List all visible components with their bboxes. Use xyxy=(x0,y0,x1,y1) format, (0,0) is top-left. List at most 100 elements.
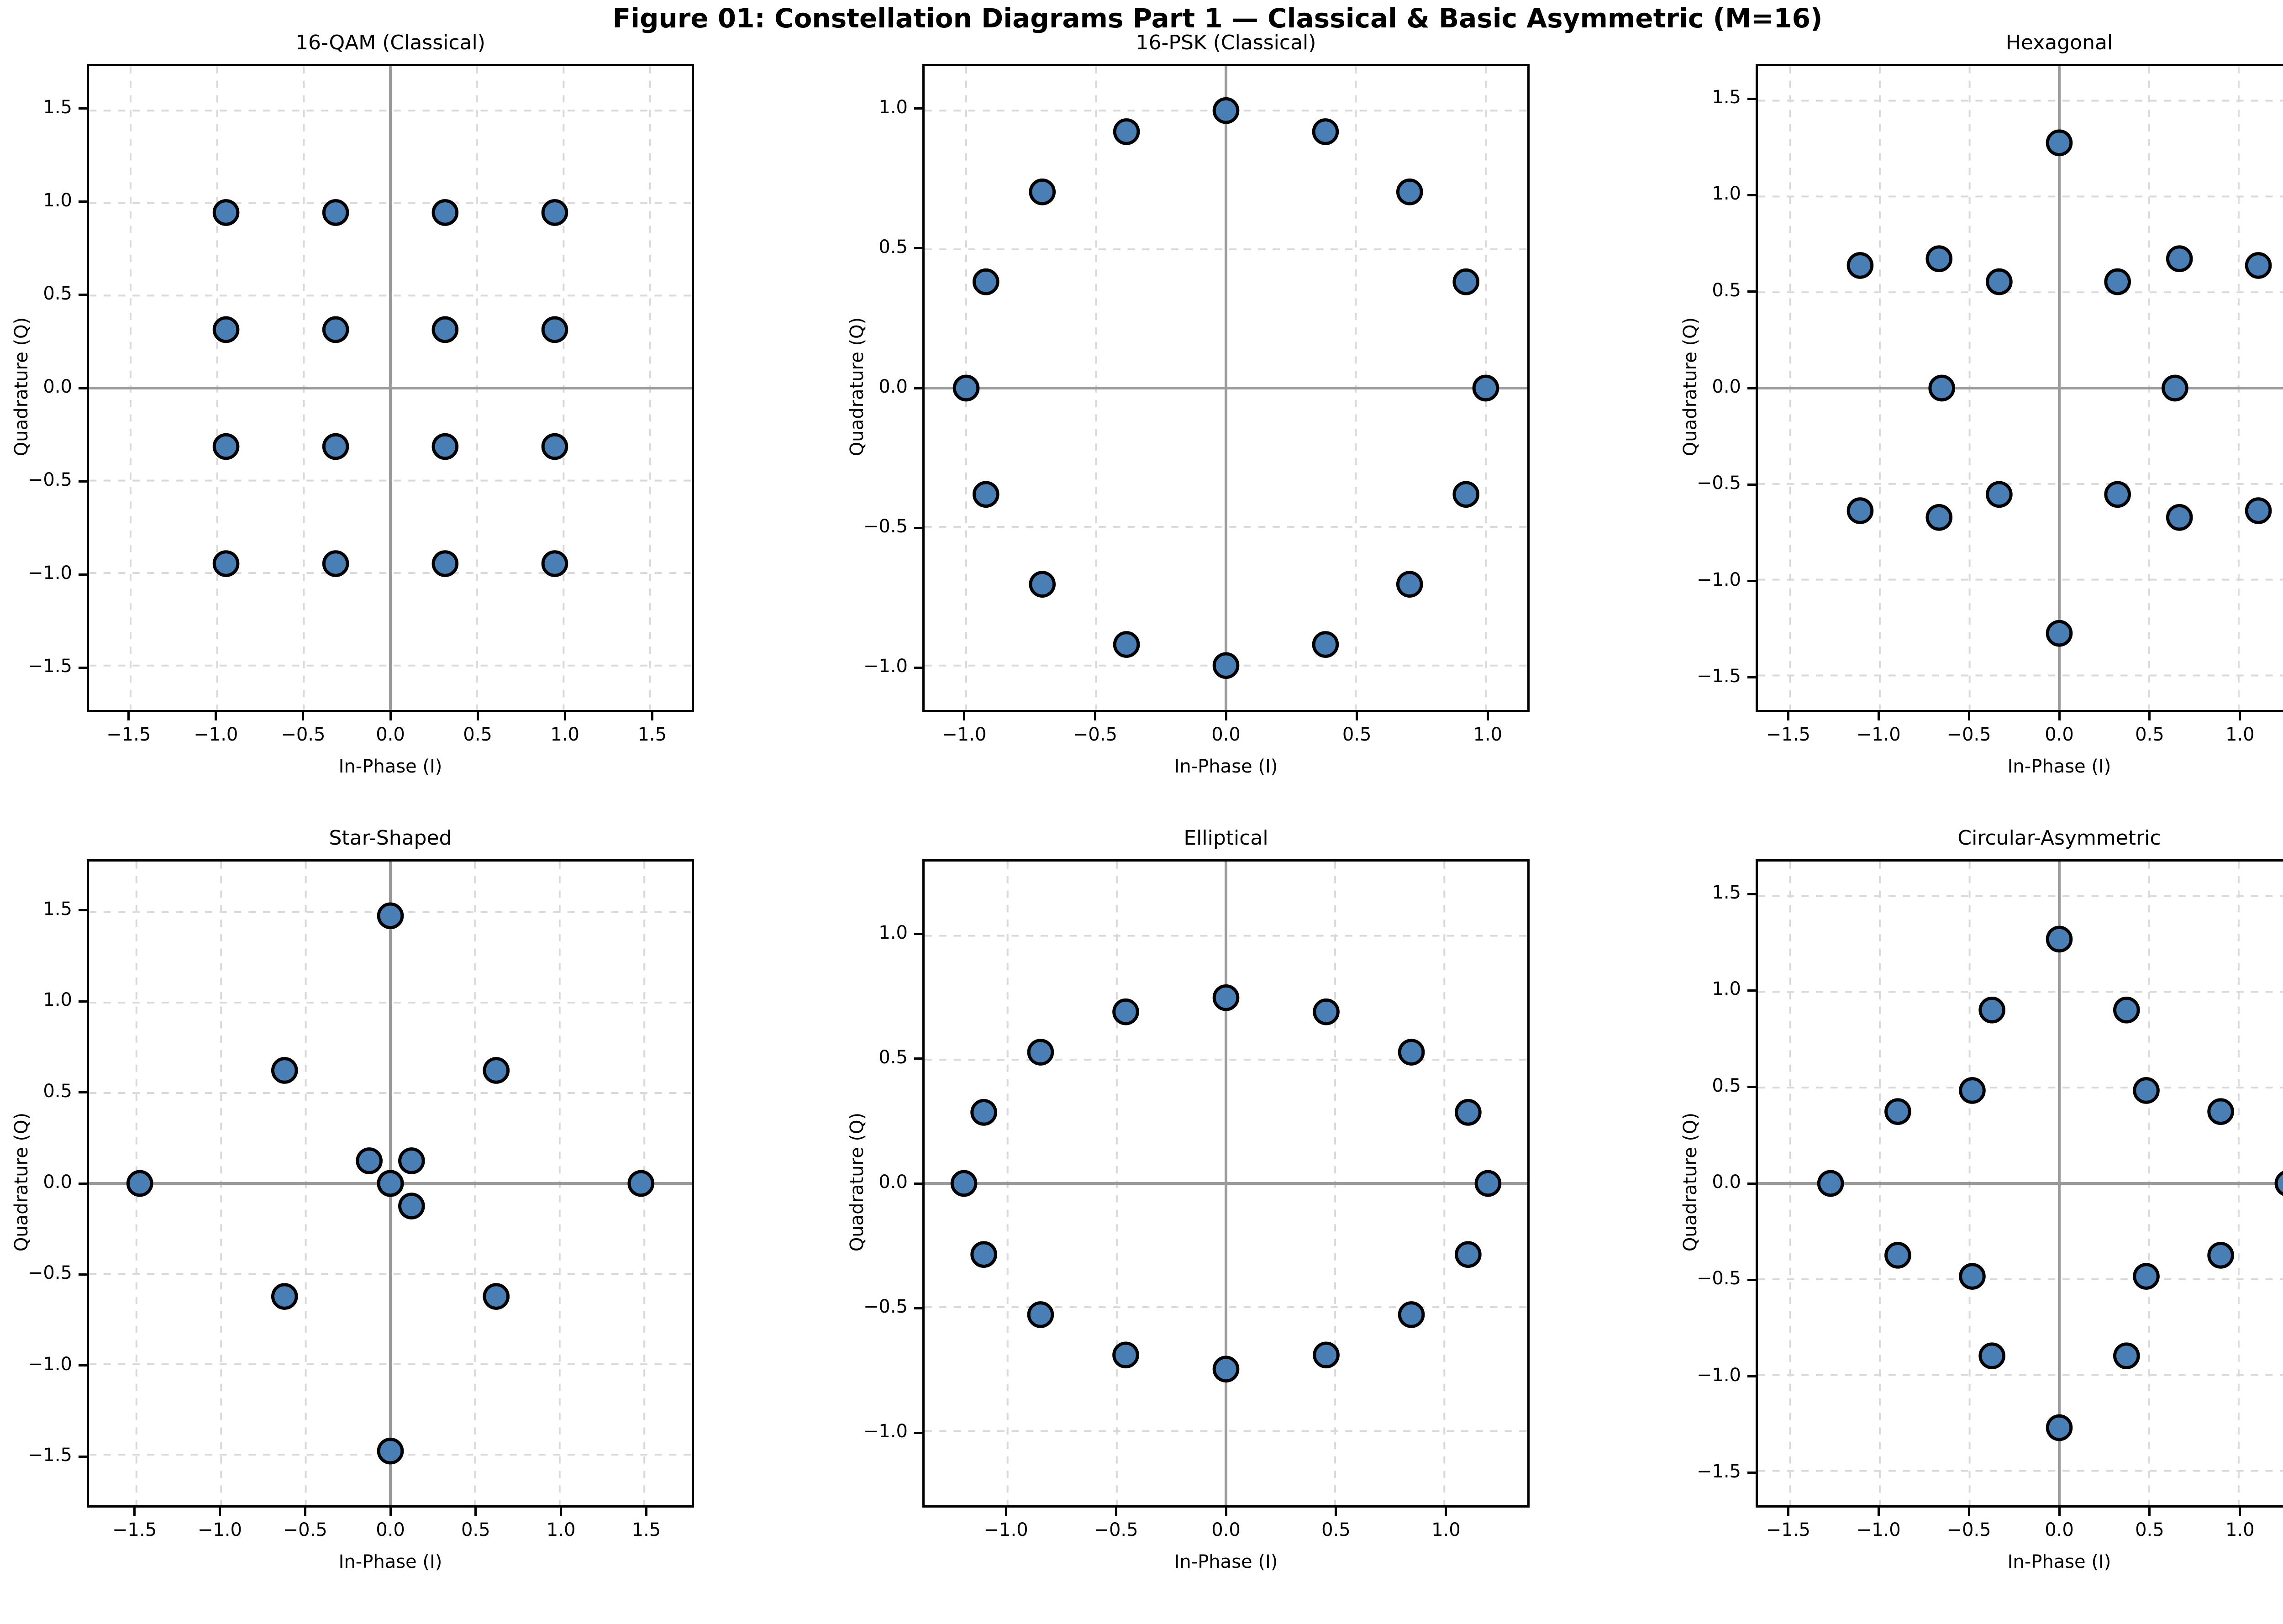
y-tick-mark xyxy=(1747,1086,1756,1088)
constellation-point xyxy=(1474,376,1498,400)
x-axis-label: In-Phase (I) xyxy=(338,756,442,777)
origin-axis-lines xyxy=(1758,862,2283,1505)
constellation-point xyxy=(433,318,457,342)
constellation-point xyxy=(379,904,402,928)
constellation-point xyxy=(1848,499,1872,523)
constellation-point xyxy=(1031,180,1054,204)
y-axis-label: Quadrature (Q) xyxy=(11,1112,32,1252)
constellation-point xyxy=(1114,1000,1138,1024)
constellation-point xyxy=(1214,654,1238,678)
constellation-point xyxy=(324,435,347,458)
y-axis-label: Quadrature (Q) xyxy=(847,1112,868,1252)
y-tick-mark xyxy=(914,387,922,389)
constellation-point xyxy=(273,1059,296,1083)
y-tick-mark xyxy=(1747,1472,1756,1474)
y-tick-mark xyxy=(79,294,87,296)
x-tick-mark xyxy=(645,1508,647,1516)
x-tick-mark xyxy=(2058,712,2061,720)
x-tick-mark xyxy=(1094,712,1096,720)
constellation-point xyxy=(2209,1244,2233,1267)
data-points xyxy=(952,986,1499,1381)
constellation-point xyxy=(2246,499,2270,523)
x-tick-mark xyxy=(2239,712,2241,720)
x-tick-mark xyxy=(651,712,653,720)
y-tick-mark xyxy=(79,387,87,389)
constellation-point xyxy=(214,201,238,225)
x-tick-mark xyxy=(1225,1508,1227,1516)
x-tick-mark xyxy=(963,712,966,720)
constellation-point xyxy=(273,1285,296,1309)
x-tick-label: 0.0 xyxy=(2045,1519,2074,1540)
constellation-point xyxy=(214,435,238,458)
x-tick-label: −0.5 xyxy=(1946,1519,1991,1540)
constellation-point xyxy=(1454,270,1478,294)
subplot-title: Elliptical xyxy=(1184,826,1268,850)
origin-axis-lines xyxy=(89,66,692,710)
x-tick-mark xyxy=(215,712,217,720)
x-tick-mark xyxy=(2148,712,2151,720)
y-tick-mark xyxy=(79,1091,87,1094)
y-tick-label: 1.0 xyxy=(43,189,72,211)
constellation-plot xyxy=(925,66,1527,710)
constellation-point xyxy=(400,1149,424,1173)
y-tick-label: −1.0 xyxy=(863,656,908,677)
constellation-point xyxy=(1457,1101,1480,1125)
y-tick-label: −1.5 xyxy=(27,1445,72,1466)
subplot-title: Star-Shaped xyxy=(329,826,452,850)
constellation-point xyxy=(1886,1100,1910,1124)
x-tick-mark xyxy=(1877,1508,1880,1516)
constellation-point xyxy=(2115,1344,2139,1368)
subplot-2: 16-PSK (Classical) −1.0 −0.5 0.0 0.5 1.0 −1.0 −… xyxy=(842,31,1555,777)
y-tick-mark xyxy=(1747,1182,1756,1185)
y-tick-mark xyxy=(914,1307,922,1309)
y-tick-mark xyxy=(79,1273,87,1276)
subplot-title: Circular-Asymmetric xyxy=(1957,826,2161,850)
x-tick-label: −1.5 xyxy=(1766,724,1810,745)
y-tick-mark xyxy=(79,1364,87,1367)
y-tick-mark xyxy=(79,200,87,203)
constellation-point xyxy=(543,552,567,576)
constellation-point xyxy=(1114,1343,1138,1367)
x-tick-label: 0.0 xyxy=(2045,724,2074,745)
x-tick-label: −1.0 xyxy=(1856,724,1901,745)
y-tick-label: 1.5 xyxy=(43,898,72,920)
constellation-point xyxy=(2047,1416,2071,1440)
y-tick-label: −0.5 xyxy=(863,516,908,537)
y-tick-label: 1.0 xyxy=(878,96,908,118)
plot-area xyxy=(87,64,694,712)
data-points xyxy=(214,201,567,576)
constellation-point xyxy=(2115,998,2139,1022)
constellation-point xyxy=(1399,1041,1423,1064)
y-tick-mark xyxy=(79,1182,87,1185)
constellation-point xyxy=(484,1059,508,1083)
constellation-point xyxy=(2047,621,2071,645)
constellation-point xyxy=(543,435,567,458)
y-tick-label: 0.0 xyxy=(1712,1172,1741,1193)
data-points xyxy=(128,904,652,1463)
constellation-point xyxy=(2276,1172,2283,1195)
x-tick-mark xyxy=(1967,712,1970,720)
constellation-point xyxy=(1214,986,1238,1009)
constellation-point xyxy=(2209,1100,2233,1124)
y-tick-mark xyxy=(1747,989,1756,992)
y-tick-mark xyxy=(1747,1375,1756,1378)
constellation-point xyxy=(2167,505,2191,529)
constellation-point xyxy=(1848,254,1872,278)
x-tick-label: 1.0 xyxy=(1431,1519,1461,1540)
x-tick-label: −0.5 xyxy=(283,1519,327,1540)
constellation-plot xyxy=(925,862,1527,1505)
x-tick-label: 1.0 xyxy=(550,724,579,745)
x-tick-mark xyxy=(560,1508,563,1516)
constellation-point xyxy=(2246,254,2270,278)
x-tick-mark xyxy=(2239,1508,2241,1516)
constellation-point xyxy=(972,1101,996,1125)
constellation-point xyxy=(2047,131,2071,155)
constellation-point xyxy=(324,552,347,576)
x-tick-mark xyxy=(1486,712,1489,720)
y-tick-mark xyxy=(1747,290,1756,293)
x-tick-label: 1.0 xyxy=(546,1519,576,1540)
y-tick-label: −0.5 xyxy=(27,1262,72,1284)
constellation-point xyxy=(543,318,567,342)
origin-axis-lines xyxy=(1758,66,2283,710)
x-tick-mark xyxy=(1787,712,1789,720)
